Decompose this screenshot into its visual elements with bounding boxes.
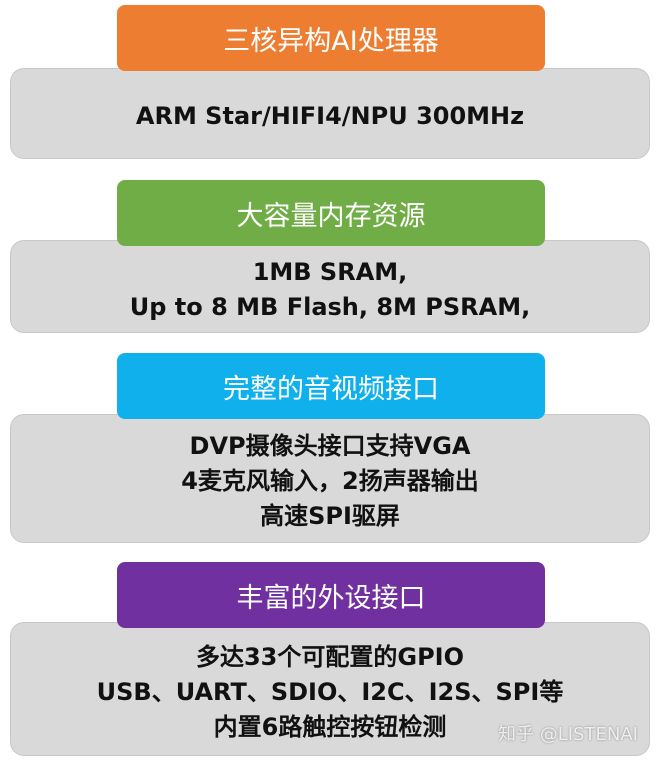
- section-body: ARM Star/HIFI4/NPU 300MHz: [10, 68, 650, 159]
- body-line: 4麦克风输入，2扬声器输出: [181, 467, 479, 495]
- section-title: 大容量内存资源: [117, 180, 545, 246]
- section-body: DVP摄像头接口支持VGA 4麦克风输入，2扬声器输出 高速SPI驱屏: [10, 414, 650, 543]
- body-line: 多达33个可配置的GPIO: [195, 642, 465, 671]
- body-line: Up to 8 MB Flash, 8M PSRAM,: [129, 292, 531, 321]
- body-line: 高速SPI驱屏: [260, 502, 400, 530]
- section-title: 完整的音视频接口: [117, 353, 545, 419]
- section-body: 多达33个可配置的GPIO USB、UART、SDIO、I2C、I2S、SPI等…: [10, 622, 650, 756]
- watermark: 知乎 @LISTENAI: [498, 724, 638, 745]
- body-line: 1MB SRAM,: [252, 257, 408, 286]
- body-line: 内置6路触控按钮检测: [213, 712, 447, 741]
- section-body: 1MB SRAM, Up to 8 MB Flash, 8M PSRAM,: [10, 240, 650, 333]
- body-line: USB、UART、SDIO、I2C、I2S、SPI等: [96, 677, 564, 706]
- body-line: DVP摄像头接口支持VGA: [189, 432, 471, 460]
- body-line: ARM Star/HIFI4/NPU 300MHz: [135, 102, 525, 130]
- section-title: 丰富的外设接口: [117, 562, 545, 628]
- section-title: 三核异构AI处理器: [117, 5, 545, 71]
